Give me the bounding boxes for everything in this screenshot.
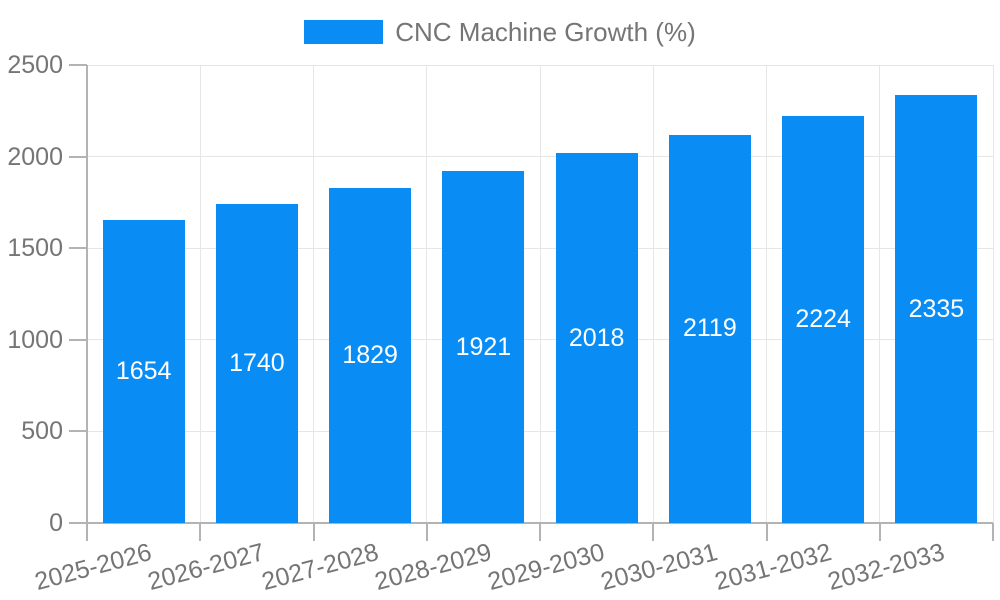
bar-value-label: 1740 [229,349,285,378]
bar-value-label: 1921 [455,332,512,361]
y-axis-tick-mark [69,430,87,433]
y-axis-tick-mark [69,155,87,158]
x-axis-tick-mark [992,523,994,541]
gridline-vertical [313,65,314,523]
y-axis-tick-mark [69,338,87,341]
bar-2027-2028[interactable]: 1829 [329,187,412,523]
legend-item[interactable]: CNC Machine Growth (%) [304,17,696,47]
y-axis-tick-label: 500 [21,417,63,446]
bar-2031-2032[interactable]: 2224 [782,115,865,523]
x-axis-tick-mark [425,523,428,541]
y-axis-line [86,65,88,523]
gridline-vertical [426,65,428,523]
y-axis-tick-mark [69,522,87,524]
legend-label: CNC Machine Growth (%) [395,17,696,47]
y-axis-tick-label: 2000 [7,142,63,171]
x-axis-line [87,522,993,524]
bar-value-label: 2119 [682,314,737,343]
bar-2028-2029[interactable]: 1921 [442,171,525,523]
y-axis-tick-mark [69,247,87,250]
x-axis-tick-mark [539,523,541,541]
x-axis-tick-mark [199,523,202,541]
bar-2032-2033[interactable]: 2335 [895,95,978,523]
bar-value-label: 1829 [342,340,398,369]
y-axis-tick-label: 0 [49,509,63,537]
gridline-vertical [879,65,881,523]
bar-2030-2031[interactable]: 2119 [668,134,751,523]
y-axis-tick-label: 1500 [7,234,63,263]
bar-2029-2030[interactable]: 2018 [555,153,638,523]
gridline-vertical [766,65,767,523]
y-axis-tick-label: 1000 [7,325,63,354]
x-axis-tick-label: 2027-2028 [258,538,382,597]
bar-value-label: 2224 [795,304,851,333]
gridline-vertical [652,65,654,523]
x-axis-tick-label: 2032-2033 [824,538,948,597]
x-axis-tick-mark [86,523,88,541]
x-axis-tick-label: 2025-2026 [31,538,155,597]
legend: CNC Machine Growth (%) [0,17,1000,47]
legend-swatch-icon [304,20,384,44]
bar-value-label: 1654 [115,356,172,385]
x-axis-tick-mark [765,523,768,541]
bar-value-label: 2018 [568,323,625,352]
x-axis-tick-label: 2031-2032 [711,538,835,597]
y-axis-tick-label: 2500 [7,51,63,79]
x-axis-tick-mark [878,523,881,541]
x-axis-tick-label: 2030-2031 [598,538,721,597]
x-axis-tick-label: 2026-2027 [145,538,268,597]
bar-2026-2027[interactable]: 1740 [215,204,298,523]
bar-value-label: 2335 [908,294,965,323]
y-axis-tick-mark [69,64,87,66]
bar-2025-2026[interactable]: 1654 [102,219,185,523]
gridline-vertical [539,65,541,523]
x-axis-tick-mark [312,523,315,541]
x-axis-tick-label: 2029-2030 [484,538,608,597]
gridline-vertical [199,65,201,523]
x-axis-tick-mark [652,523,655,541]
x-axis-tick-label: 2028-2029 [371,538,495,597]
gridline-vertical [992,65,994,523]
